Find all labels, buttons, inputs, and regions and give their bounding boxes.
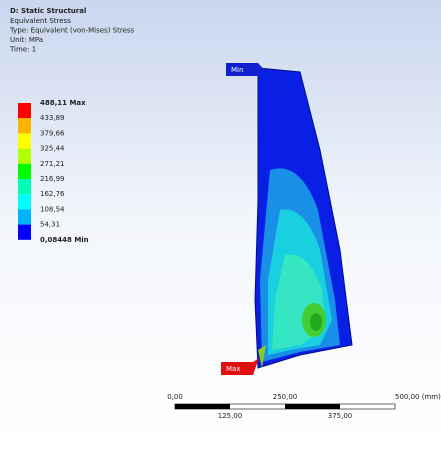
max-label: Max	[226, 365, 240, 373]
legend-label: 0,08448 Min	[40, 236, 89, 244]
legend-swatch	[18, 133, 31, 148]
legend-swatch	[18, 225, 31, 240]
legend-swatch	[18, 179, 31, 194]
min-tag: Min	[226, 63, 264, 76]
viewport: Min Max D: Static Structural Equivalent …	[0, 0, 441, 445]
background	[0, 0, 441, 445]
scale-label: 125,00	[218, 412, 243, 420]
legend-label: 379,66	[40, 129, 65, 137]
min-label: Min	[231, 66, 243, 74]
scale-label: 375,00	[328, 412, 353, 420]
legend-label: 216,99	[40, 175, 65, 183]
header-line: Equivalent Stress	[10, 17, 71, 25]
header-line: Unit: MPa	[10, 36, 43, 44]
legend-swatch	[18, 164, 31, 179]
legend-swatch	[18, 149, 31, 164]
legend-label: 108,54	[40, 205, 65, 213]
legend-swatch	[18, 209, 31, 224]
legend-swatch	[18, 118, 31, 133]
legend-label: 162,76	[40, 190, 65, 198]
scale-label: 0,00	[167, 393, 183, 401]
legend-label: 271,21	[40, 160, 65, 168]
header-line: Type: Equivalent (von-Mises) Stress	[9, 27, 135, 35]
scale-label: 500,00 (mm)	[395, 393, 441, 401]
legend-label: 488,11 Max	[40, 99, 86, 107]
legend-label: 325,44	[40, 145, 65, 153]
legend-swatch	[18, 194, 31, 209]
legend-swatch	[18, 103, 31, 118]
header-title: D: Static Structural	[10, 7, 86, 15]
header-line: Time: 1	[9, 46, 36, 54]
legend-label: 433,89	[40, 114, 65, 122]
scale-label: 250,00	[273, 393, 298, 401]
legend-label: 54,31	[40, 221, 60, 229]
